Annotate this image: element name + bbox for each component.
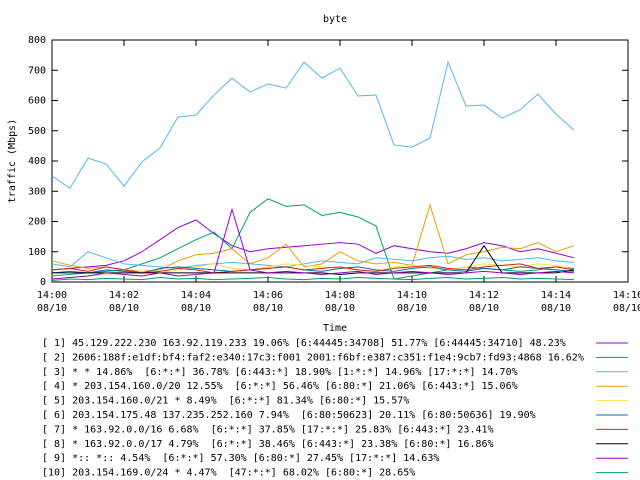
x-tick-label: 14:10 08/10 [396,290,428,314]
legend-label: [10] 203.154.169.0/24 * 4.47% [47:*:*] 6… [42,468,415,479]
x-axis-label: Time [323,323,347,334]
series-line [51,203,575,272]
y-tick-label: 200 [28,217,46,228]
x-tick-label: 14:08 08/10 [324,290,356,314]
y-tick-label: 100 [28,247,46,258]
y-tick-label: 400 [28,156,46,167]
y-tick-label: 300 [28,186,46,197]
legend-label: [ 4] * 203.154.160.0/20 12.55% [6:*:*] 5… [42,381,518,392]
x-tick-label: 14:12 08/10 [468,290,500,314]
series-line [51,207,575,280]
chart-title: byte [323,14,347,25]
x-tick-label: 14:14 08/10 [540,290,572,314]
series-line [51,251,575,269]
series-line [52,244,575,275]
legend-label: [ 7] * 163.92.0.0/16 6.68% [6:*:*] 37.85… [42,424,494,435]
y-tick-label: 600 [28,96,46,107]
series-line [51,263,575,274]
legend-label: [ 6] 203.154.175.48 137.235.252.160 7.94… [42,410,536,421]
series-line [51,60,575,189]
y-tick-label: 500 [28,126,46,137]
y-tick-label: 0 [40,277,46,288]
series-line [51,219,575,271]
series-line [51,276,575,281]
x-tick-label: 14:16 08/10 [612,290,640,314]
legend-label: [ 3] * * 14.86% [6:*:*] 36.78% [6:443:*]… [42,367,518,378]
legend-label: [ 9] *:: *:: 4.54% [6:*:*] 57.30% [6:80:… [42,453,439,464]
legend-label: [ 5] 203.154.160.0/21 * 8.49% [6:*:*] 81… [42,396,409,407]
x-tick-label: 14:02 08/10 [108,290,140,314]
y-axis-label: traffic (Mbps) [7,119,18,203]
legend-label: [ 8] * 163.92.0.0/17 4.79% [6:*:*] 38.46… [42,439,494,450]
x-tick-label: 14:00 08/10 [36,290,68,314]
x-tick-label: 14:06 08/10 [252,290,284,314]
plot-border [51,39,629,283]
series-line [51,198,575,280]
legend-label: [ 2] 2606:188f:e1df:bf4:faf2:e340:17c3:f… [42,352,584,363]
y-tick-label: 800 [28,35,46,46]
series-line [51,263,575,280]
x-tick-label: 14:04 08/10 [180,290,212,314]
legend-label: [ 1] 45.129.222.230 163.92.119.233 19.06… [42,338,566,349]
y-tick-label: 700 [28,65,46,76]
